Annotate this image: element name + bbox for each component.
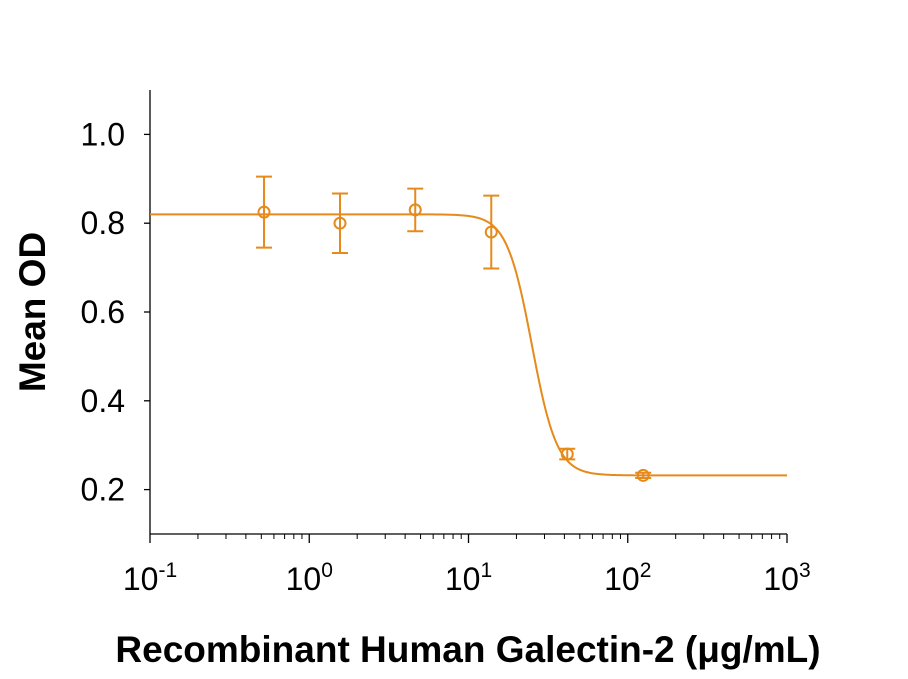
tick-labels-group: 0.2 0.4 0.6 0.8 1.0 10-1 100 101 102 103 <box>81 116 811 597</box>
y-tick-label: 0.6 <box>81 294 125 330</box>
fit-curve <box>150 213 787 477</box>
data-point <box>560 447 574 461</box>
x-tick-label: 10-1 <box>123 559 177 597</box>
x-axis-title: Recombinant Human Galectin-2 (μg/mL) <box>115 629 820 670</box>
y-tick-label: 0.2 <box>81 472 125 508</box>
x-tick-label: 101 <box>445 559 492 597</box>
axes-group <box>144 90 788 543</box>
y-axis-title: Mean OD <box>12 232 53 392</box>
fit-curve-group <box>150 213 787 477</box>
data-point <box>257 205 271 219</box>
data-point <box>636 468 650 482</box>
data-point <box>484 225 498 239</box>
x-tick-label: 102 <box>604 559 651 597</box>
y-tick-label: 0.8 <box>81 205 125 241</box>
data-points-group <box>256 175 652 482</box>
y-tick-label: 0.4 <box>81 383 125 419</box>
data-point <box>333 216 347 230</box>
x-tick-label: 100 <box>286 559 333 597</box>
y-tick-label: 1.0 <box>81 116 125 152</box>
data-point <box>408 203 422 217</box>
x-tick-label: 103 <box>763 559 810 597</box>
